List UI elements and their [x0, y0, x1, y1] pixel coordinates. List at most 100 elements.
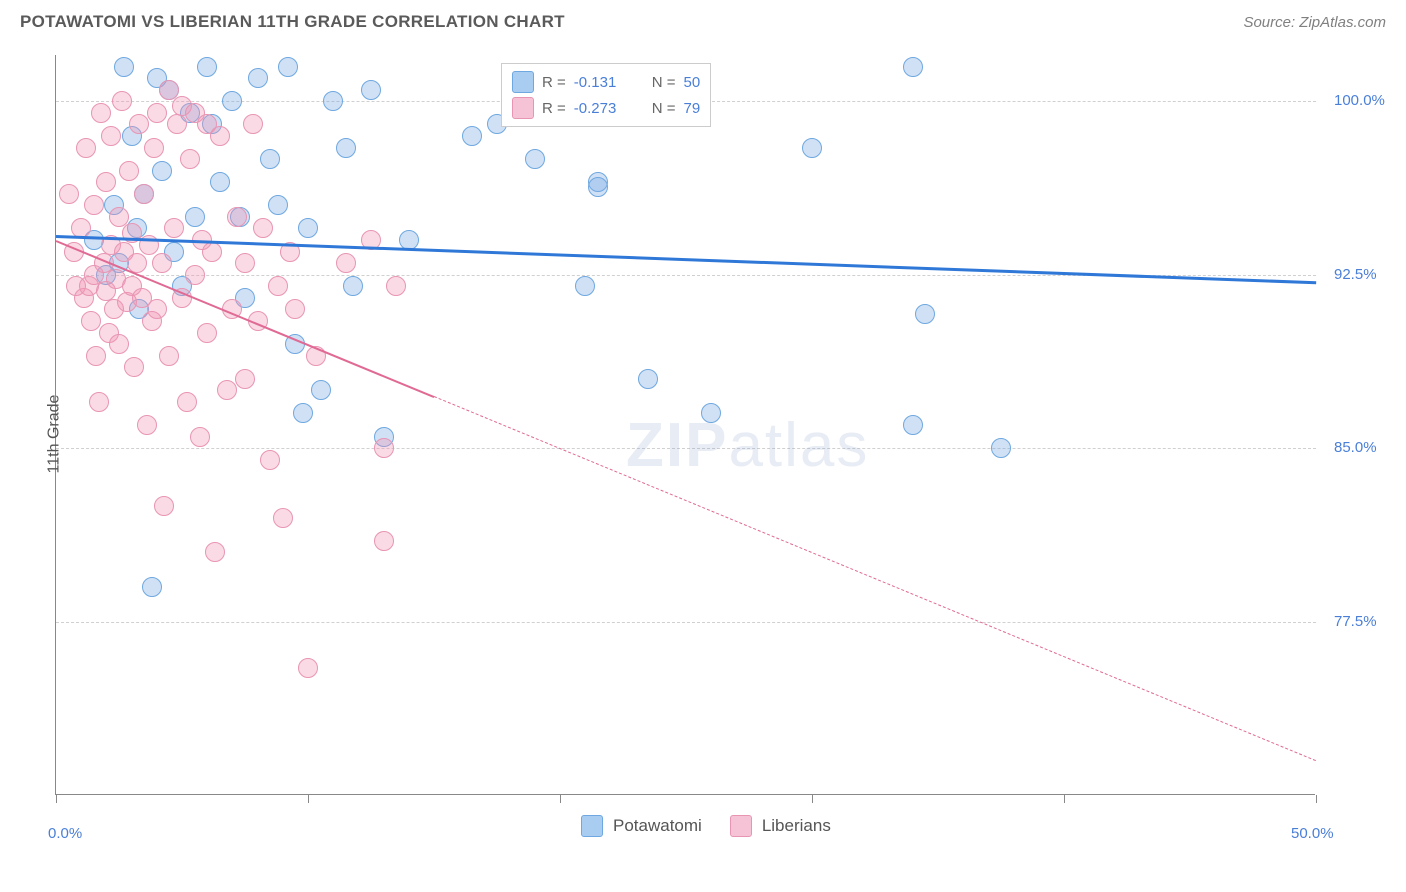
legend-swatch — [581, 815, 603, 837]
scatter-point — [197, 57, 217, 77]
scatter-point — [210, 126, 230, 146]
scatter-point — [217, 380, 237, 400]
scatter-point — [273, 508, 293, 528]
scatter-point — [525, 149, 545, 169]
scatter-point — [462, 126, 482, 146]
x-tick — [56, 795, 57, 803]
scatter-point — [86, 346, 106, 366]
legend-row: R = -0.273 N = 79 — [512, 95, 700, 121]
scatter-point — [260, 450, 280, 470]
gridline-h — [56, 622, 1316, 623]
x-tick-label: 50.0% — [1291, 825, 1334, 842]
scatter-point — [142, 577, 162, 597]
source-label: Source: ZipAtlas.com — [1243, 14, 1386, 31]
scatter-point — [336, 138, 356, 158]
scatter-point — [903, 415, 923, 435]
scatter-point — [235, 369, 255, 389]
legend-series-name: Potawatomi — [613, 816, 702, 836]
scatter-point — [374, 531, 394, 551]
scatter-point — [152, 253, 172, 273]
gridline-h — [56, 448, 1316, 449]
legend-r-label: R = — [542, 74, 566, 91]
scatter-point — [210, 172, 230, 192]
scatter-point — [167, 114, 187, 134]
scatter-point — [227, 207, 247, 227]
legend-n-label: N = — [652, 74, 676, 91]
scatter-point — [248, 68, 268, 88]
scatter-point — [137, 415, 157, 435]
scatter-point — [197, 323, 217, 343]
scatter-point — [164, 218, 184, 238]
watermark: ZIPatlas — [626, 410, 869, 481]
scatter-point — [285, 299, 305, 319]
x-tick — [560, 795, 561, 803]
scatter-point — [129, 114, 149, 134]
scatter-point — [112, 91, 132, 111]
scatter-point — [159, 346, 179, 366]
y-tick-label: 92.5% — [1334, 266, 1377, 283]
scatter-point — [260, 149, 280, 169]
x-tick-label: 0.0% — [48, 825, 82, 842]
scatter-point — [177, 392, 197, 412]
scatter-point — [185, 265, 205, 285]
scatter-point — [298, 658, 318, 678]
scatter-point — [343, 276, 363, 296]
scatter-point — [278, 57, 298, 77]
scatter-point — [575, 276, 595, 296]
scatter-point — [991, 438, 1011, 458]
x-tick — [308, 795, 309, 803]
legend-n-value: 79 — [684, 100, 701, 117]
scatter-point — [114, 57, 134, 77]
legend-r-value: -0.273 — [574, 100, 644, 117]
scatter-point — [235, 253, 255, 273]
scatter-point — [147, 299, 167, 319]
scatter-point — [374, 438, 394, 458]
legend-n-label: N = — [652, 100, 676, 117]
chart-header: POTAWATOMI VS LIBERIAN 11TH GRADE CORREL… — [0, 0, 1406, 40]
scatter-point — [268, 195, 288, 215]
legend-swatch — [730, 815, 752, 837]
scatter-point — [253, 218, 273, 238]
trend-line — [434, 396, 1316, 761]
scatter-point — [336, 253, 356, 273]
scatter-point — [144, 138, 164, 158]
legend-r-label: R = — [542, 100, 566, 117]
scatter-point — [81, 311, 101, 331]
scatter-point — [109, 334, 129, 354]
scatter-point — [222, 91, 242, 111]
scatter-point — [903, 57, 923, 77]
legend-n-value: 50 — [684, 74, 701, 91]
x-tick — [812, 795, 813, 803]
scatter-point — [76, 138, 96, 158]
legend-row: R = -0.131 N = 50 — [512, 69, 700, 95]
scatter-point — [101, 126, 121, 146]
chart-title: POTAWATOMI VS LIBERIAN 11TH GRADE CORREL… — [20, 12, 565, 32]
scatter-point — [152, 161, 172, 181]
y-tick-label: 77.5% — [1334, 613, 1377, 630]
scatter-point — [154, 496, 174, 516]
scatter-point — [361, 80, 381, 100]
scatter-point — [185, 207, 205, 227]
scatter-point — [298, 218, 318, 238]
legend-swatch — [512, 71, 534, 93]
correlation-legend: R = -0.131 N = 50 R = -0.273 N = 79 — [501, 63, 711, 127]
scatter-point — [205, 542, 225, 562]
legend-series-name: Liberians — [762, 816, 831, 836]
scatter-point — [293, 403, 313, 423]
scatter-point — [915, 304, 935, 324]
scatter-point — [59, 184, 79, 204]
chart-container: 77.5%85.0%92.5%100.0%0.0%50.0%ZIPatlasR … — [55, 55, 1385, 830]
x-tick — [1316, 795, 1317, 803]
scatter-point — [190, 427, 210, 447]
scatter-point — [119, 161, 139, 181]
scatter-point — [323, 91, 343, 111]
y-tick-label: 85.0% — [1334, 439, 1377, 456]
scatter-point — [802, 138, 822, 158]
scatter-point — [701, 403, 721, 423]
plot-area: 77.5%85.0%92.5%100.0%0.0%50.0%ZIPatlasR … — [55, 55, 1315, 795]
y-axis-title: 11th Grade — [45, 395, 63, 474]
scatter-point — [134, 184, 154, 204]
y-tick-label: 100.0% — [1334, 92, 1385, 109]
scatter-point — [243, 114, 263, 134]
legend-r-value: -0.131 — [574, 74, 644, 91]
